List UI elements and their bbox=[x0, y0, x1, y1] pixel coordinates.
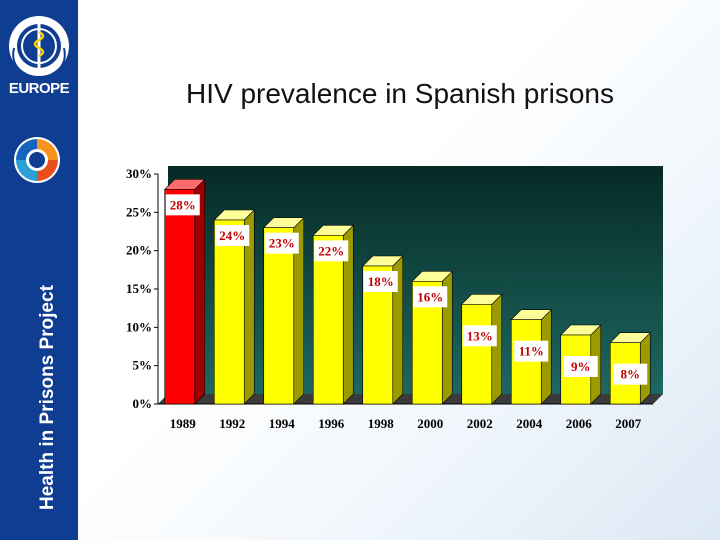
bar-chart: 0% 5% 10% 15% 20% 25% 30% 28% 24% 23% 22% 18% 16% 13… bbox=[126, 166, 663, 431]
bar-front bbox=[263, 227, 295, 405]
data-label-box bbox=[264, 232, 299, 254]
sidebar: EUROPE Health in Prisons Project bbox=[0, 0, 78, 540]
data-label-box bbox=[514, 340, 549, 362]
x-tick-label: 1994 bbox=[269, 416, 296, 431]
y-axis: 0% 5% 10% 15% 20% 25% 30% bbox=[126, 166, 158, 411]
bar: 18% bbox=[362, 255, 404, 405]
data-label-box bbox=[413, 286, 448, 308]
bar-side bbox=[491, 293, 503, 405]
data-label: 23% bbox=[269, 236, 295, 251]
y-tick-label: 5% bbox=[133, 358, 153, 373]
x-axis: 1989 1992 1994 1996 1998 2000 2002 2004 2006 2007 bbox=[170, 416, 642, 431]
x-tick-label: 1989 bbox=[170, 416, 197, 431]
data-label: 11% bbox=[519, 344, 544, 359]
bar: 23% bbox=[263, 216, 305, 405]
y-tick-label: 30% bbox=[126, 166, 152, 181]
slide-title: HIV prevalence in Spanish prisons bbox=[185, 78, 614, 109]
bar: 8% bbox=[609, 331, 651, 405]
bar: 16% bbox=[411, 270, 453, 405]
x-tick-label: 1996 bbox=[318, 416, 345, 431]
x-tick-label: 2006 bbox=[566, 416, 593, 431]
bar: 28% bbox=[164, 178, 206, 405]
y-tick-label: 15% bbox=[126, 281, 152, 296]
y-tick-label: 10% bbox=[126, 319, 152, 334]
bar-front bbox=[312, 235, 344, 405]
data-label-box bbox=[363, 271, 398, 292]
y-tick-label: 0% bbox=[133, 396, 153, 411]
bars: 28% 24% 23% 22% 18% 16% 13% 11% 9% 8% bbox=[164, 178, 651, 405]
data-label-box bbox=[462, 325, 497, 347]
x-tick-label: 2007 bbox=[615, 416, 642, 431]
data-label-box bbox=[613, 363, 648, 385]
bar-front bbox=[164, 189, 196, 405]
bar: 9% bbox=[560, 324, 602, 405]
bar-front bbox=[461, 304, 493, 405]
data-label: 22% bbox=[318, 243, 344, 258]
x-tick-label: 2004 bbox=[516, 416, 543, 431]
data-label: 24% bbox=[219, 228, 245, 243]
data-label: 8% bbox=[621, 367, 641, 382]
who-emblem-icon bbox=[9, 16, 69, 76]
project-logo-icon bbox=[14, 137, 60, 183]
bar: 24% bbox=[213, 209, 255, 405]
data-label-box bbox=[563, 356, 598, 377]
bar: 22% bbox=[312, 224, 354, 405]
data-label-box bbox=[215, 225, 250, 246]
data-label-box bbox=[165, 194, 200, 216]
x-tick-label: 1998 bbox=[368, 416, 395, 431]
data-label: 18% bbox=[368, 274, 394, 289]
data-label-box bbox=[314, 240, 349, 262]
bar: 13% bbox=[461, 293, 503, 405]
europe-label: EUROPE bbox=[8, 80, 70, 97]
y-tick-label: 20% bbox=[126, 243, 152, 258]
y-tick-label: 25% bbox=[126, 204, 152, 219]
bar-front bbox=[213, 219, 245, 405]
data-label: 16% bbox=[417, 289, 443, 304]
x-tick-label: 2002 bbox=[467, 416, 493, 431]
data-label: 9% bbox=[571, 359, 591, 374]
bar: 11% bbox=[510, 308, 552, 405]
x-tick-label: 2000 bbox=[417, 416, 443, 431]
data-label: 13% bbox=[467, 328, 493, 343]
data-label: 28% bbox=[170, 197, 196, 212]
project-label: Health in Prisons Project bbox=[37, 285, 58, 510]
x-tick-label: 1992 bbox=[219, 416, 245, 431]
bar-front bbox=[510, 319, 542, 405]
